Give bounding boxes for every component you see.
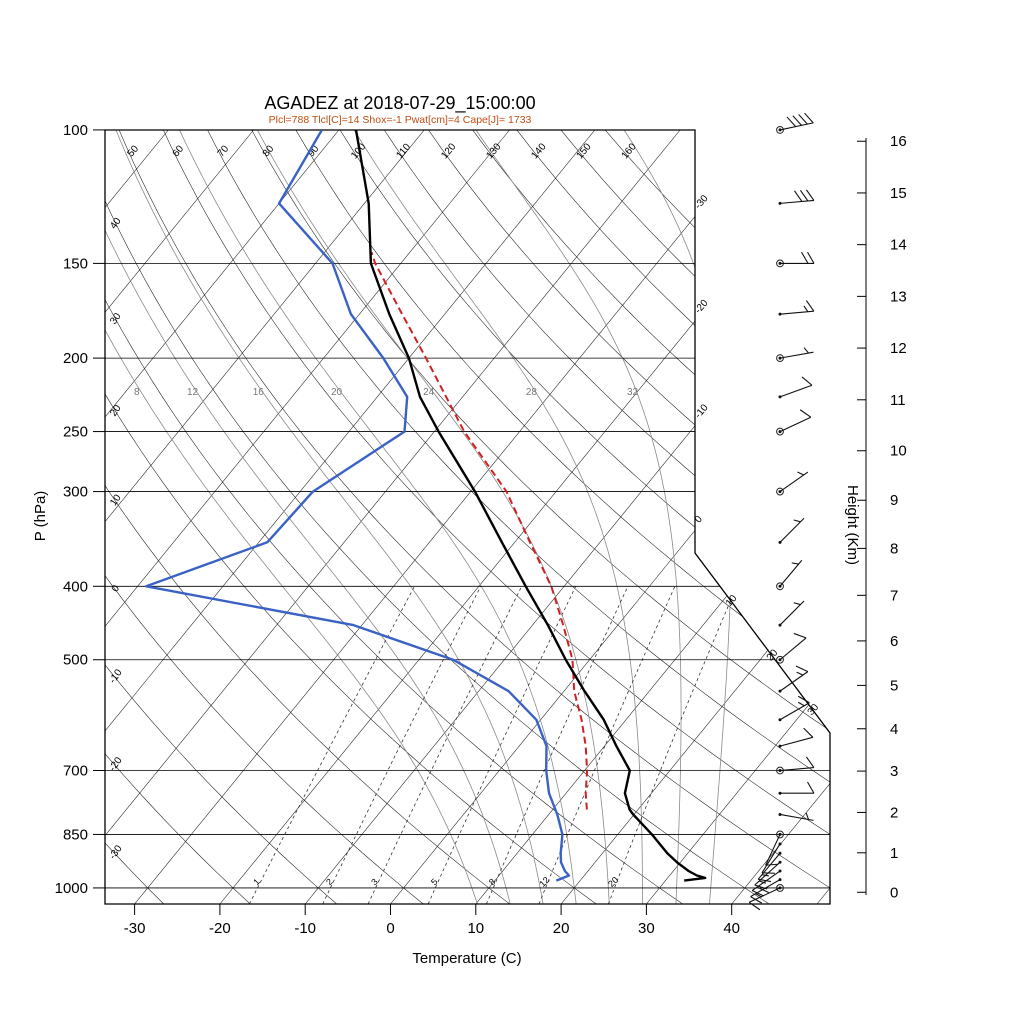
svg-text:20: 20	[331, 387, 343, 398]
dewpoint-curve	[145, 130, 571, 882]
svg-text:500: 500	[63, 652, 88, 669]
svg-text:3: 3	[369, 877, 380, 888]
svg-text:850: 850	[63, 826, 88, 843]
svg-text:0: 0	[386, 920, 394, 937]
svg-text:-10: -10	[294, 920, 316, 937]
svg-text:-30: -30	[124, 920, 146, 937]
svg-text:1: 1	[251, 877, 262, 888]
height-axis-title: Height (Km)	[844, 484, 861, 566]
svg-text:5: 5	[429, 877, 440, 888]
svg-text:4: 4	[890, 721, 898, 738]
svg-text:2: 2	[324, 877, 335, 888]
svg-text:8: 8	[134, 387, 140, 398]
moist-adiabat-gridlines	[105, 130, 732, 904]
svg-text:12: 12	[890, 340, 907, 357]
svg-text:11: 11	[890, 392, 906, 409]
svg-text:10: 10	[467, 920, 484, 937]
mixing-ratio-gridlines	[249, 586, 738, 904]
svg-text:6: 6	[890, 633, 898, 650]
svg-text:100: 100	[63, 122, 88, 139]
wind-barbs-column	[748, 112, 815, 911]
svg-text:700: 700	[63, 763, 88, 780]
svg-text:13: 13	[890, 288, 907, 305]
svg-text:5: 5	[890, 677, 898, 694]
svg-text:200: 200	[63, 350, 88, 367]
svg-text:-20: -20	[209, 920, 231, 937]
temperature-axis-title: Temperature (C)	[412, 950, 522, 967]
svg-text:0: 0	[890, 884, 898, 901]
svg-text:16: 16	[253, 387, 265, 398]
svg-text:1000: 1000	[55, 880, 88, 897]
svg-text:0: 0	[693, 514, 705, 526]
svg-text:40: 40	[723, 920, 740, 937]
sounding-curves	[145, 130, 707, 882]
svg-text:32: 32	[627, 387, 639, 398]
svg-text:150: 150	[63, 255, 88, 272]
svg-text:0: 0	[110, 583, 122, 594]
svg-text:250: 250	[63, 424, 88, 441]
svg-text:10: 10	[890, 443, 907, 460]
svg-text:15: 15	[890, 185, 907, 202]
svg-text:1: 1	[890, 845, 898, 862]
svg-text:8: 8	[487, 877, 498, 888]
svg-text:12: 12	[187, 387, 199, 398]
svg-text:28: 28	[526, 387, 538, 398]
plot-border	[104, 129, 831, 905]
svg-text:14: 14	[890, 237, 907, 254]
svg-text:9: 9	[890, 492, 898, 509]
temperature-curve	[354, 130, 707, 882]
svg-text:3: 3	[890, 763, 898, 780]
svg-text:30: 30	[638, 920, 655, 937]
svg-text:300: 300	[63, 484, 88, 501]
sounding-indices-line: Plcl=788 Tlcl[C]=14 Shox=-1 Pwat[cm]=4 C…	[268, 114, 532, 126]
svg-text:8: 8	[890, 540, 898, 557]
svg-text:400: 400	[63, 578, 88, 595]
svg-text:2: 2	[890, 804, 898, 821]
pressure-axis-title: P (hPa)	[32, 490, 49, 542]
svg-text:24: 24	[423, 387, 435, 398]
svg-text:16: 16	[890, 133, 907, 150]
svg-text:20: 20	[553, 920, 570, 937]
svg-text:7: 7	[890, 587, 898, 604]
chart-title: AGADEZ at 2018-07-29_15:00:00	[264, 93, 536, 113]
